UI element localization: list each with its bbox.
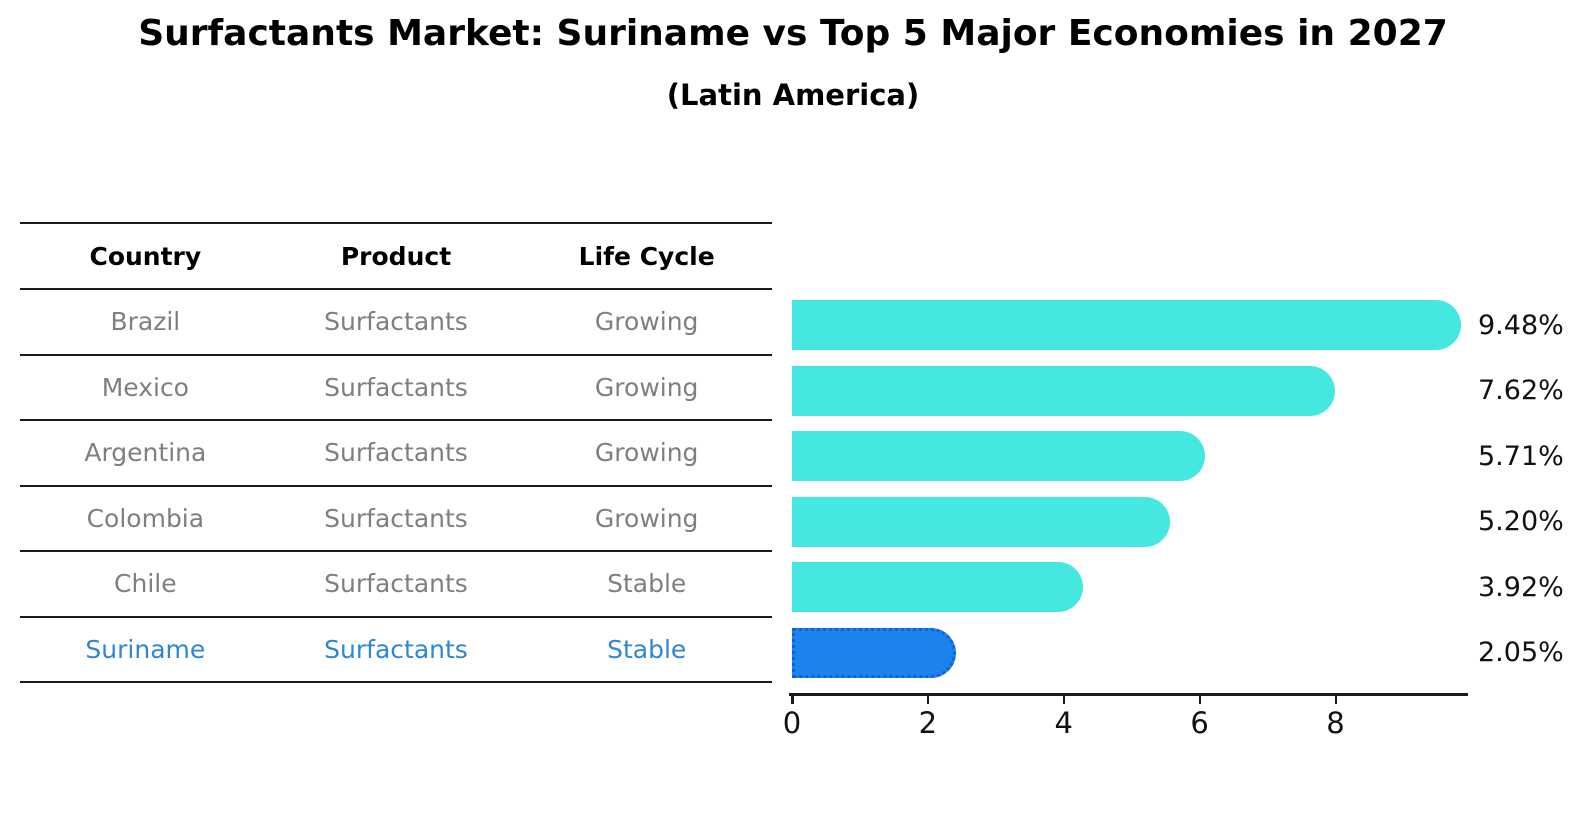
table-cell-life-cycle: Growing (594, 307, 699, 337)
table-cell-life-cycle: Stable (607, 634, 687, 664)
x-axis-line (789, 693, 1468, 696)
x-axis-tick-label: 8 (1326, 706, 1345, 740)
table-header-country: Country (89, 241, 202, 271)
table-cell-country: Argentina (84, 438, 207, 468)
x-axis-tick (926, 695, 930, 704)
chart-title: Surfactants Market: Suriname vs Top 5 Ma… (138, 13, 1448, 54)
bar-value-label-suriname: 2.05% (1478, 637, 1564, 668)
bar-argentina (792, 431, 1205, 481)
x-axis-tick (1198, 695, 1202, 704)
bar-colombia (792, 496, 1171, 547)
table-row-colombia: Colombia Surfactants Growing (20, 487, 772, 552)
table-row-suriname: Suriname Surfactants Stable (20, 618, 772, 683)
x-axis-tick (1334, 695, 1338, 704)
table-cell-life-cycle: Growing (594, 372, 699, 402)
table-cell-life-cycle: Stable (607, 569, 687, 599)
table-row-chile: Chile Surfactants Stable (20, 552, 772, 618)
bar-chile (792, 562, 1084, 612)
x-axis-tick (791, 695, 794, 704)
table-cell-product: Surfactants (324, 372, 468, 402)
table-cell-life-cycle: Growing (594, 503, 699, 533)
x-axis-tick-label: 4 (1054, 706, 1073, 740)
bar-brazil (792, 300, 1462, 350)
bar-value-label-argentina: 5.71% (1478, 440, 1564, 472)
country-table: Country Product Life Cycle Brazil Surfactant… (20, 222, 772, 683)
bar-suriname (792, 627, 957, 678)
table-row-argentina: Argentina Surfactants Growing (20, 421, 772, 487)
table-row-mexico: Mexico Surfactants Growing (20, 356, 772, 421)
table-cell-product: Surfactants (324, 438, 468, 468)
table-cell-country: Mexico (101, 372, 189, 402)
table-cell-product: Surfactants (324, 634, 468, 664)
table-header-life-cycle: Life Cycle (578, 241, 715, 271)
bar-value-label-mexico: 7.62% (1478, 375, 1564, 406)
table-header-row: Country Product Life Cycle (20, 222, 772, 290)
bar-mexico (792, 365, 1335, 416)
table-cell-country: Brazil (110, 307, 181, 337)
x-axis-tick-label: 2 (918, 706, 938, 740)
chart-subtitle: (Latin America) (666, 78, 920, 112)
table-cell-country: Chile (114, 569, 177, 599)
table-cell-product: Surfactants (324, 503, 468, 533)
table-cell-life-cycle: Growing (594, 438, 699, 468)
bar-value-label-chile: 3.92% (1478, 571, 1564, 603)
x-axis-tick-label: 6 (1190, 706, 1209, 740)
bar-value-label-colombia: 5.20% (1478, 506, 1564, 537)
x-axis-tick (1062, 695, 1066, 704)
table-cell-product: Surfactants (324, 569, 468, 599)
table-row-brazil: Brazil Surfactants Growing (20, 290, 772, 356)
x-axis-tick-label: 0 (782, 706, 802, 740)
bar-value-label-brazil: 9.48% (1478, 309, 1564, 341)
table-header-product: Product (340, 241, 452, 271)
table-cell-country: Suriname (85, 634, 206, 664)
table-cell-country: Colombia (86, 503, 205, 533)
table-cell-product: Surfactants (324, 307, 468, 337)
